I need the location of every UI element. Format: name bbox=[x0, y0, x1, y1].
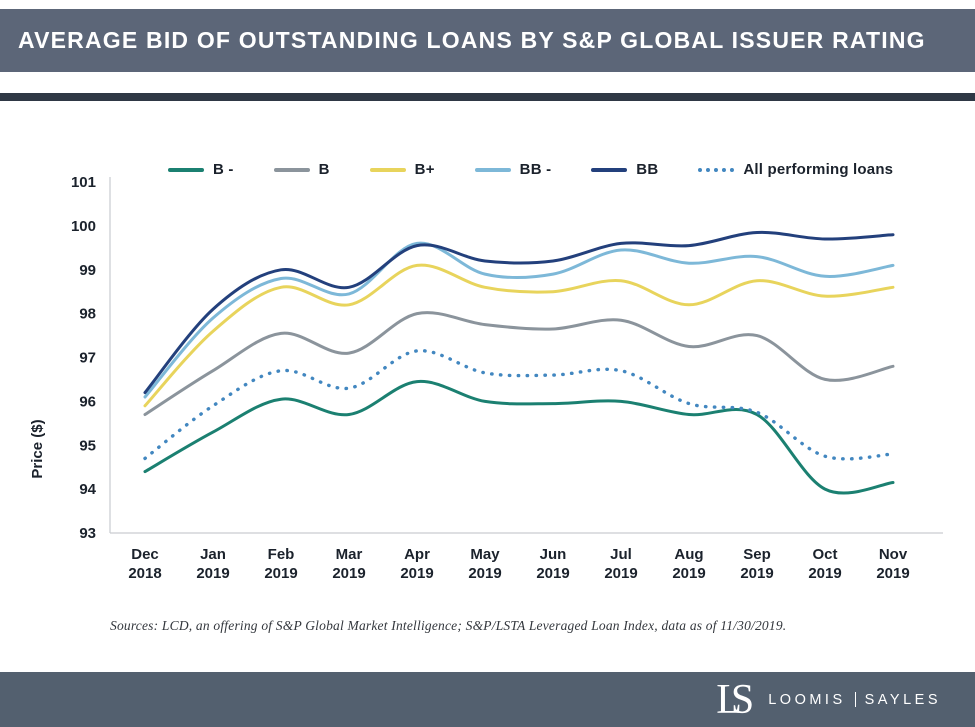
y-tick-label: 97 bbox=[79, 350, 96, 367]
chart-legend: B - B B+ BB - BB All performing loans bbox=[168, 161, 893, 178]
legend-swatch-icon bbox=[591, 167, 628, 172]
legend-item-allperformingloans: All performing loans bbox=[698, 161, 893, 178]
footer-bar: LS LOOMIS SAYLES bbox=[0, 672, 975, 727]
header-bar: AVERAGE BID OF OUTSTANDING LOANS BY S&P … bbox=[0, 9, 975, 72]
logo-name-left: LOOMIS bbox=[768, 691, 846, 708]
legend-label: All performing loans bbox=[743, 161, 894, 178]
series-line-bb- bbox=[143, 241, 895, 399]
page-title: AVERAGE BID OF OUTSTANDING LOANS BY S&P … bbox=[18, 27, 926, 53]
logo-divider bbox=[854, 692, 856, 707]
y-tick-label: 100 bbox=[71, 218, 96, 235]
x-tick-label: Aug 2019 bbox=[672, 546, 705, 582]
x-tick-label: Mar 2019 bbox=[332, 546, 365, 582]
source-note: Sources: LCD, an offering of S&P Global … bbox=[110, 618, 787, 633]
legend-item-bb: BB bbox=[591, 161, 658, 178]
logo-name-right: SAYLES bbox=[864, 691, 941, 708]
x-tick-label: Apr 2019 bbox=[400, 546, 433, 582]
series-line-bb bbox=[143, 230, 895, 395]
y-axis-title: Price ($) bbox=[29, 419, 46, 479]
y-tick-label: 95 bbox=[79, 437, 96, 454]
series-line-b bbox=[143, 311, 895, 416]
chart-area: 93 94 95 96 97 98 99 100 101 Dec 2018 Jan 2019 Feb 201… bbox=[0, 101, 975, 621]
x-tick-label: May 2019 bbox=[468, 546, 501, 582]
legend-swatch-icon bbox=[273, 167, 310, 172]
logo-wordmark: LOOMIS SAYLES bbox=[768, 692, 941, 708]
legend-swatch-icon bbox=[168, 167, 204, 172]
legend-swatch-icon bbox=[698, 167, 735, 172]
x-tick-label: Sep 2019 bbox=[740, 546, 773, 582]
legend-item-b-: B - bbox=[168, 161, 234, 178]
series-line-allperformingloans bbox=[143, 349, 895, 461]
legend-swatch-icon bbox=[474, 167, 511, 172]
legend-label: B bbox=[318, 161, 330, 178]
y-tick-label: 94 bbox=[79, 481, 96, 498]
y-tick-label: 99 bbox=[79, 262, 96, 279]
accent-strip bbox=[0, 93, 975, 101]
legend-swatch-icon bbox=[369, 167, 406, 172]
x-tick-label: Jan 2019 bbox=[196, 546, 229, 582]
series-line-b+ bbox=[143, 263, 895, 408]
x-tick-label: Feb 2019 bbox=[264, 546, 297, 582]
x-tick-label: Nov 2019 bbox=[876, 546, 909, 582]
legend-label: BB bbox=[636, 161, 659, 178]
chart-svg: 93 94 95 96 97 98 99 100 101 Dec 2018 Jan 2019 Feb 201… bbox=[71, 174, 943, 582]
x-tick-label: Oct 2019 bbox=[808, 546, 841, 582]
legend-label: BB - bbox=[519, 161, 552, 178]
legend-item-b+: B+ bbox=[369, 161, 435, 178]
legend-item-bb-: BB - bbox=[474, 161, 552, 178]
legend-item-b: B bbox=[273, 161, 330, 178]
x-tick-label: Jun 2019 bbox=[536, 546, 569, 582]
legend-label: B+ bbox=[414, 161, 435, 178]
logo-monogram-icon: LS bbox=[716, 676, 755, 723]
x-tick-label: Dec 2018 bbox=[128, 546, 161, 582]
y-tick-label: 98 bbox=[79, 306, 96, 323]
legend-label: B - bbox=[213, 161, 234, 178]
loomis-sayles-logo: LS LOOMIS SAYLES bbox=[716, 679, 941, 721]
y-tick-label: 93 bbox=[79, 525, 96, 542]
y-tick-label: 96 bbox=[79, 393, 96, 410]
x-tick-label: Jul 2019 bbox=[604, 546, 637, 582]
y-tick-label: 101 bbox=[71, 174, 96, 191]
series-line-b- bbox=[143, 380, 895, 495]
